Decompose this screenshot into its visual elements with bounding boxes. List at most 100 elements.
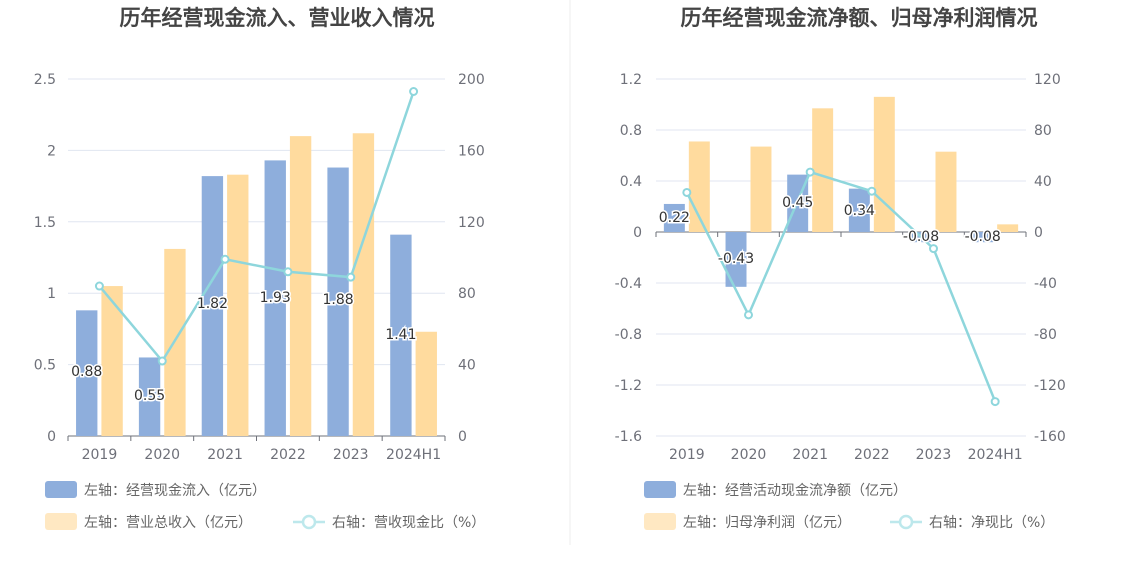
category-label: 2022	[854, 447, 890, 463]
chart-title: 历年经营现金流净额、归母净利润情况	[681, 6, 1038, 30]
bar-secondary	[415, 331, 437, 436]
bar-primary	[76, 310, 98, 436]
category-label: 2023	[916, 447, 952, 463]
bar-secondary	[101, 286, 123, 436]
category-label: 2024H1	[386, 447, 441, 463]
legend-item[interactable]: 左轴：经营活动现金流净额（亿元）	[644, 481, 907, 499]
legend-label: 左轴：经营活动现金流净额（亿元）	[683, 483, 907, 499]
right-axis-tick-label: 80	[1034, 123, 1052, 139]
legend-swatch-bar	[45, 481, 77, 498]
legend-label: 右轴：净现比（%）	[929, 515, 1054, 531]
line-point	[346, 272, 356, 282]
left-axis-tick-label: 0.4	[620, 174, 642, 190]
bar-data-label: 0.45	[782, 195, 813, 211]
ratio-line	[685, 170, 997, 403]
bar-data-label: 0.34	[844, 203, 875, 219]
legend-label: 右轴：营收现金比（%）	[332, 515, 485, 531]
left-axis-tick-label: 1.5	[34, 215, 56, 231]
legend-swatch-bar	[644, 513, 676, 530]
left-axis-tick-label: 2	[47, 143, 56, 159]
bar-secondary	[289, 136, 312, 436]
right-axis-tick-label: 120	[458, 215, 485, 231]
line-point	[220, 254, 230, 264]
category-label: 2022	[270, 447, 306, 463]
bar-data-label: -0.43	[718, 251, 754, 267]
bar-primary	[663, 203, 685, 232]
legend-item[interactable]: 左轴：营业总收入（亿元）	[45, 513, 252, 531]
legend-label: 左轴：归母净利润（亿元）	[683, 514, 851, 531]
right-axis-tick-label: -160	[1034, 429, 1066, 445]
line-point	[157, 356, 167, 366]
category-label: 2019	[669, 447, 705, 463]
legend-item[interactable]: 左轴：归母净利润（亿元）	[644, 513, 851, 531]
bar-primary	[972, 232, 994, 243]
right-axis-tick-label: -40	[1034, 276, 1057, 292]
line-point	[990, 397, 1000, 407]
category-label: 2020	[731, 447, 767, 463]
bar-data-label: 0.22	[659, 210, 690, 226]
bar-data-label: -0.08	[903, 229, 939, 245]
line-point	[94, 281, 104, 291]
right-axis-tick-label: 0	[1034, 225, 1043, 241]
legend-swatch-point	[301, 514, 317, 530]
left-axis-tick-label: -0.4	[615, 276, 642, 292]
bar-primary	[201, 176, 224, 436]
right-axis-tick-label: 120	[1034, 72, 1061, 88]
legend-item[interactable]: 右轴：营收现金比（%）	[293, 514, 485, 531]
chart-title: 历年经营现金流入、营业收入情况	[120, 6, 435, 30]
left-axis-tick-label: 1.2	[620, 72, 642, 88]
bar-data-label: 0.88	[71, 364, 102, 380]
bar-primary	[848, 188, 870, 232]
left-axis-tick-label: -1.6	[615, 429, 642, 445]
line-point	[409, 86, 419, 96]
left-axis-tick-label: 0.8	[620, 123, 642, 139]
category-label: 2021	[792, 447, 828, 463]
left-axis-tick-label: 0	[633, 225, 642, 241]
bar-secondary	[352, 133, 375, 437]
legend-swatch-bar	[644, 481, 676, 498]
bar-data-label: 1.82	[197, 296, 228, 312]
right-axis-tick-label: 40	[458, 358, 476, 374]
legend-swatch-point	[898, 514, 914, 530]
right-axis-tick-label: 160	[458, 143, 485, 159]
bar-primary	[725, 232, 747, 287]
right-axis-tick-label: 0	[458, 429, 467, 445]
line-point	[744, 310, 753, 320]
line-point	[283, 267, 293, 277]
bar-data-label: 1.93	[260, 290, 291, 306]
bar-data-label: 1.88	[322, 292, 353, 308]
line-point	[805, 167, 815, 177]
line-point	[682, 187, 692, 197]
category-label: 2020	[144, 447, 180, 463]
bar-primary	[327, 167, 349, 436]
bar-secondary	[227, 174, 249, 436]
category-label: 2023	[333, 447, 369, 463]
bar-secondary	[750, 146, 772, 232]
line-point	[867, 186, 877, 196]
category-label: 2024H1	[968, 447, 1023, 463]
bar-secondary	[997, 224, 1019, 232]
chart-1: 历年经营现金流入、营业收入情况 0 0.5 1 1.5 2 2.5 0 40 80 120 160 20…	[34, 6, 486, 531]
bar-data-label: 1.41	[385, 327, 416, 343]
legend-item[interactable]: 右轴：净现比（%）	[890, 514, 1054, 531]
left-axis-tick-label: 0.5	[34, 358, 56, 374]
right-axis-tick-label: 80	[458, 286, 476, 302]
bar-secondary	[935, 151, 957, 232]
bar-data-label: -0.08	[965, 229, 1001, 245]
right-axis-tick-label: -80	[1034, 327, 1057, 343]
category-label: 2021	[207, 447, 243, 463]
line-point	[929, 244, 938, 254]
left-axis-tick-label: 0	[47, 429, 56, 445]
left-axis-tick-label: -1.2	[615, 378, 642, 394]
right-axis-tick-label: 40	[1034, 174, 1052, 190]
bar-secondary	[873, 96, 895, 232]
legend-label: 左轴：营业总收入（亿元）	[84, 515, 252, 531]
bar-primary	[138, 357, 161, 436]
left-axis-tick-label: 2.5	[34, 72, 56, 88]
legend-swatch-bar	[45, 513, 77, 530]
legend-item[interactable]: 左轴：经营现金流入（亿元）	[45, 481, 266, 499]
left-axis-tick-label: -0.8	[615, 327, 642, 343]
bar-data-label: 0.55	[134, 388, 165, 404]
